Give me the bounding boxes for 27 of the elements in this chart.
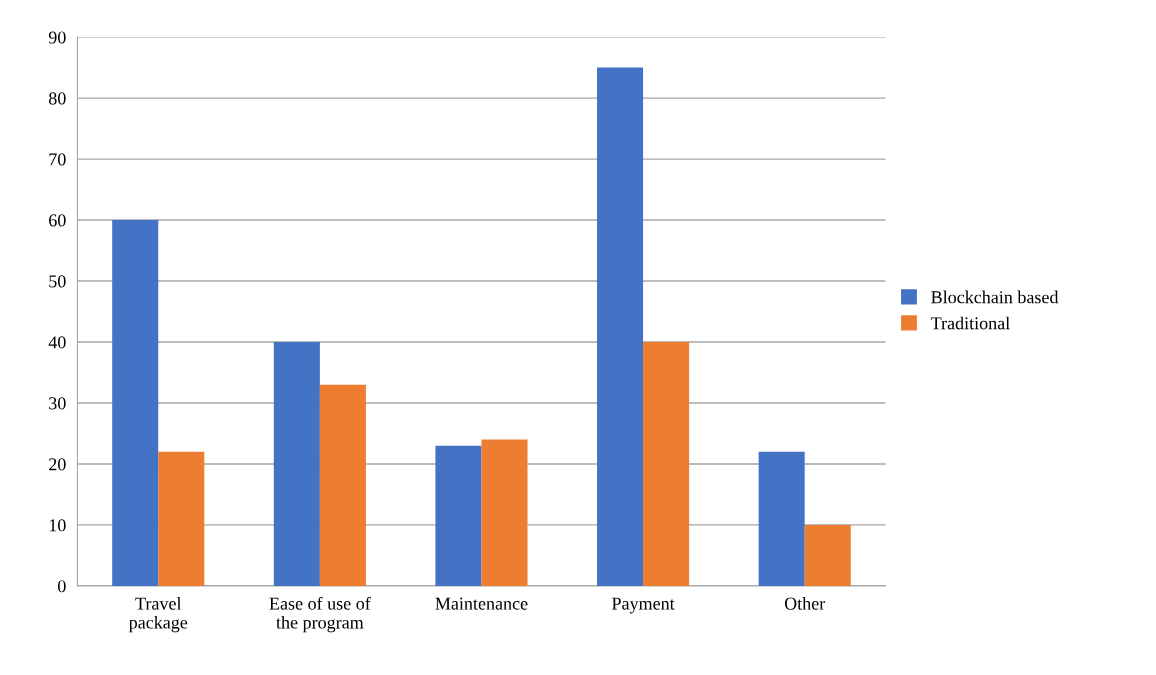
x-tick-label: Payment — [612, 597, 675, 614]
x-tick-label: Ease of use of the program — [269, 596, 371, 633]
bar — [319, 384, 366, 586]
y-tick-label: 80 — [48, 92, 66, 105]
bar — [273, 342, 320, 586]
x-tick-label: Other — [784, 597, 826, 610]
y-tick-label: 20 — [49, 458, 66, 471]
bar — [481, 439, 528, 586]
bar — [435, 445, 482, 586]
legend-label: Blockchain based — [931, 290, 1059, 304]
y-tick-label: 60 — [49, 214, 66, 227]
y-tick-label: 70 — [49, 153, 66, 166]
y-tick-label: 90 — [48, 31, 66, 44]
y-tick-label: 40 — [48, 336, 66, 349]
bar — [643, 342, 690, 586]
bar — [158, 451, 205, 586]
x-tick-label: Maintenance — [435, 597, 528, 610]
y-tick-label: 10 — [49, 519, 66, 532]
legend-label: Traditional — [930, 316, 1010, 330]
bar — [112, 220, 159, 586]
x-tick-label: Travel package — [128, 597, 188, 633]
y-tick-label: 0 — [58, 580, 66, 593]
bar — [804, 524, 851, 586]
y-tick-label: 30 — [49, 397, 66, 410]
bar — [597, 67, 644, 586]
bar — [758, 451, 805, 586]
y-tick-label: 50 — [49, 275, 66, 288]
